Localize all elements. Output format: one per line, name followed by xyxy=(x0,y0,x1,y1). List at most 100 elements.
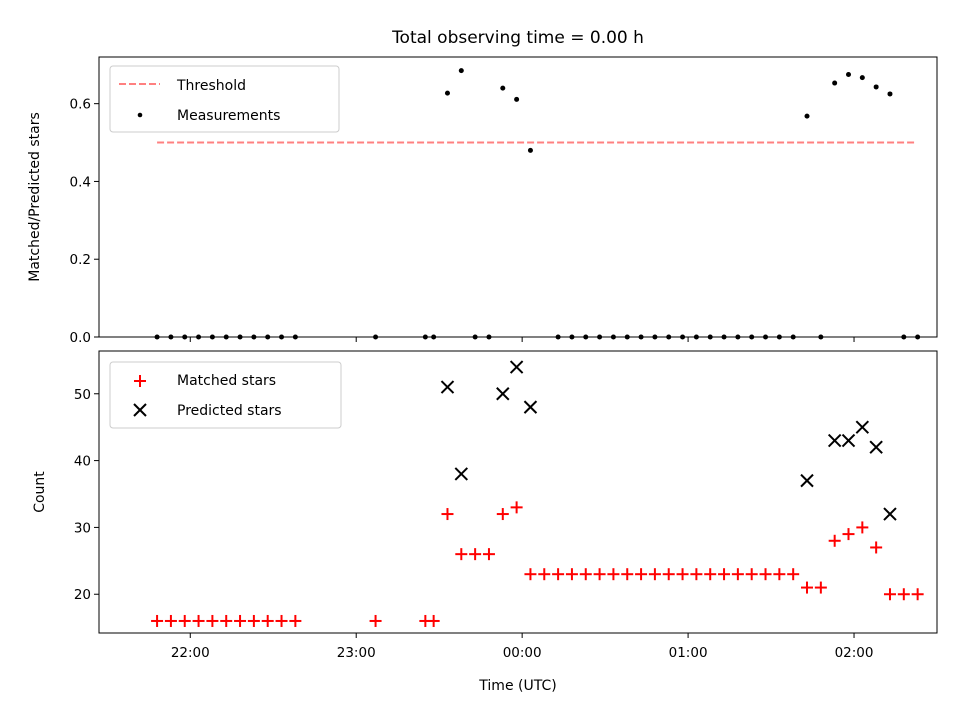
matched-stars-point xyxy=(275,614,288,627)
matched-stars-point xyxy=(220,614,233,627)
measurement-point xyxy=(804,113,810,119)
bottom-x-tick-label: 02:00 xyxy=(835,645,874,661)
measurement-point xyxy=(500,85,506,91)
matched-stars-point xyxy=(662,568,675,581)
matched-stars-point xyxy=(469,548,482,561)
matched-stars-point xyxy=(704,568,717,581)
matched-stars-point xyxy=(427,614,440,627)
measurement-point xyxy=(845,72,851,77)
bottom-legend-predicted-label: Predicted stars xyxy=(177,403,282,419)
bottom-y-axis-label: Count xyxy=(32,471,48,513)
bottom-x-tick-label: 22:00 xyxy=(171,645,210,661)
matched-stars-point xyxy=(538,568,551,581)
bottom-legend-matched-label: Matched stars xyxy=(177,373,276,389)
matched-stars-point xyxy=(828,534,841,547)
top-y-tick-label: 0.4 xyxy=(70,174,91,190)
matched-stars-point xyxy=(635,568,648,581)
matched-stars-point xyxy=(496,508,509,521)
bottom-y-axis: 20 30 40 50 xyxy=(74,387,99,603)
predicted-stars-point xyxy=(523,400,538,414)
matched-stars-point xyxy=(482,548,495,561)
matched-stars-point xyxy=(593,568,606,581)
bottom-y-tick-label: 50 xyxy=(74,387,91,403)
matched-stars-point xyxy=(455,548,468,561)
bottom-chart-panel: 20 30 40 50 22:00 23:00 00:00 01:00 02:00 Count… xyxy=(32,350,938,694)
matched-stars-point xyxy=(247,614,260,627)
matched-stars-point xyxy=(814,581,827,594)
top-x-axis-ticks xyxy=(189,337,855,342)
matched-stars-point xyxy=(565,568,578,581)
matched-stars-point xyxy=(261,614,274,627)
bottom-x-tick-label: 00:00 xyxy=(503,645,542,661)
bottom-legend-predicted-swatch xyxy=(133,403,147,417)
top-legend-box xyxy=(109,65,340,133)
measurement-point xyxy=(887,91,893,97)
bottom-legend: Matched stars Predicted stars xyxy=(109,361,342,429)
matched-stars-point xyxy=(621,568,634,581)
predicted-stars-point xyxy=(496,387,510,401)
top-legend: Threshold Measurements xyxy=(109,65,340,133)
top-legend-measurements-swatch xyxy=(137,112,143,118)
matched-stars-point xyxy=(648,568,661,581)
predicted-stars-point xyxy=(454,467,469,481)
bottom-x-axis-label: Time (UTC) xyxy=(478,678,556,694)
matched-stars-point xyxy=(206,614,219,627)
predicted-stars-point xyxy=(883,507,897,521)
bottom-y-tick-label: 20 xyxy=(74,587,91,603)
matched-stars-point xyxy=(579,568,592,581)
matched-stars-point xyxy=(676,568,689,581)
matched-stars-point xyxy=(718,568,731,581)
matched-stars-point xyxy=(690,568,703,581)
matched-stars-point xyxy=(151,614,164,627)
matched-stars-point xyxy=(773,568,786,581)
matched-stars-point xyxy=(897,588,910,601)
matched-stars-point xyxy=(745,568,758,581)
predicted-stars-point xyxy=(841,433,856,448)
bottom-x-tick-label: 23:00 xyxy=(337,645,376,661)
bottom-y-tick-label: 40 xyxy=(74,454,91,470)
measurement-point xyxy=(458,68,464,74)
bottom-chart-frame xyxy=(98,350,938,634)
matched-stars-point xyxy=(842,528,855,541)
top-y-axis-label: Matched/Predicted stars xyxy=(27,112,43,282)
predicted-stars-point xyxy=(869,440,883,454)
matched-stars-point xyxy=(234,614,247,627)
matched-stars-point xyxy=(787,568,800,581)
top-y-tick-label: 0.2 xyxy=(70,252,91,268)
matched-stars-point xyxy=(510,501,523,514)
measurement-point xyxy=(873,84,879,90)
matched-stars-point xyxy=(441,508,454,521)
bottom-chart-marks xyxy=(151,360,924,627)
measurement-point xyxy=(514,96,520,102)
bottom-legend-box xyxy=(109,361,342,429)
measurement-point xyxy=(527,147,533,153)
matched-stars-point xyxy=(801,581,814,594)
matched-stars-point xyxy=(192,614,205,627)
matched-stars-point xyxy=(911,588,924,601)
top-y-tick-label: 0.0 xyxy=(70,330,91,346)
predicted-stars-point xyxy=(800,473,814,488)
matched-stars-point xyxy=(759,568,772,581)
bottom-legend-matched-swatch xyxy=(134,375,146,387)
predicted-stars-point xyxy=(509,360,524,374)
top-y-axis: 0.0 0.2 0.4 0.6 xyxy=(70,97,99,346)
predicted-stars-point xyxy=(855,420,870,434)
predicted-stars-point xyxy=(440,380,455,394)
matched-stars-point xyxy=(164,614,177,627)
top-chart-frame xyxy=(98,56,938,338)
top-chart-panel: 0.0 0.2 0.4 0.6 Matched/Predicted stars Thr… xyxy=(27,56,938,346)
bottom-y-tick-label: 30 xyxy=(74,520,91,536)
top-legend-threshold-label: Threshold xyxy=(176,78,246,94)
matched-stars-point xyxy=(552,568,565,581)
matched-stars-point xyxy=(369,614,382,627)
top-y-tick-label: 0.6 xyxy=(70,97,91,113)
bottom-x-tick-label: 01:00 xyxy=(669,645,708,661)
matched-stars-point xyxy=(289,614,302,627)
top-legend-measurements-label: Measurements xyxy=(177,108,280,124)
measurement-point xyxy=(832,80,838,86)
predicted-stars-point xyxy=(827,433,842,448)
bottom-x-axis: 22:00 23:00 00:00 01:00 02:00 xyxy=(171,633,874,661)
matched-stars-point xyxy=(870,541,883,554)
matched-stars-point xyxy=(607,568,620,581)
